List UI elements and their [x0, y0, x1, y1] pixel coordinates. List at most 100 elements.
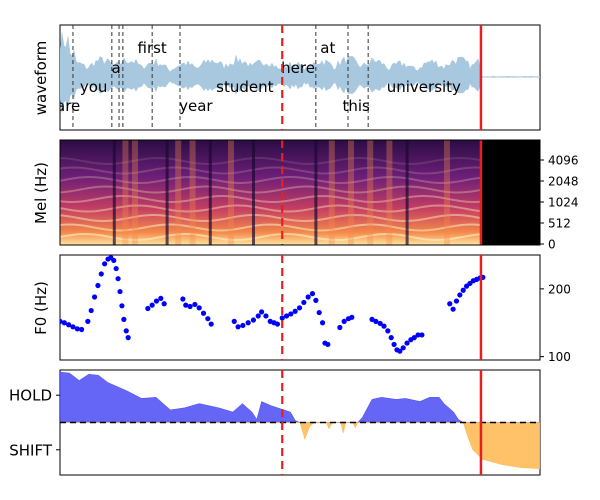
f0-point	[381, 323, 387, 329]
f0-point	[457, 292, 463, 298]
f0-point	[313, 297, 319, 303]
word-label: here	[281, 59, 315, 77]
word-label: this	[342, 97, 370, 115]
f0-point	[70, 324, 76, 330]
f0-point	[121, 316, 127, 322]
mel-harmonic	[60, 204, 482, 213]
f0-point	[102, 261, 108, 267]
f0-point	[337, 324, 343, 331]
f0-tick-label: 200	[548, 282, 571, 296]
f0-point	[377, 320, 383, 327]
f0-point	[349, 314, 355, 320]
f0-point	[400, 345, 406, 351]
f0-point	[123, 328, 129, 334]
mel-harmonic	[60, 175, 482, 185]
mel-burst	[348, 140, 354, 245]
mel-burst	[122, 140, 129, 245]
f0-point	[158, 295, 164, 301]
mel-gap	[208, 140, 212, 245]
mel-harmonic	[60, 185, 482, 194]
mel-harmonic	[60, 194, 482, 204]
mel-burst	[175, 140, 182, 245]
f0-point	[231, 318, 237, 324]
f0-y-ticks: 100 200	[540, 282, 571, 364]
word-label: at	[320, 39, 335, 57]
mel-gap	[252, 140, 255, 245]
f0-point	[296, 305, 303, 311]
mel-burst	[132, 140, 138, 245]
word-label: a	[112, 59, 121, 77]
mel-tick-label: 0	[548, 238, 556, 252]
f0-point	[404, 340, 410, 346]
word-label: year	[179, 97, 213, 115]
f0-tick-label: 100	[548, 350, 571, 364]
f0-point	[319, 320, 326, 326]
f0-point	[388, 335, 394, 341]
f0-point	[301, 299, 307, 306]
mel-harmonic	[60, 223, 482, 232]
f0-point	[183, 302, 189, 308]
word-label: student	[216, 78, 273, 96]
f0-ylabel: F0 (Hz)	[32, 281, 50, 335]
f0-point	[205, 316, 211, 322]
f0-point	[180, 296, 186, 302]
mel-burst	[328, 140, 335, 245]
f0-point	[450, 306, 456, 312]
f0-point	[453, 298, 460, 304]
f0-point	[111, 257, 117, 264]
f0-point	[196, 305, 202, 311]
f0-point	[240, 322, 246, 329]
word-label: are	[56, 97, 80, 115]
f0-point	[263, 313, 269, 319]
f0-point	[192, 301, 198, 308]
mel-gap	[165, 140, 169, 245]
f0-point	[316, 309, 322, 316]
f0-plot	[60, 255, 486, 360]
f0-point	[125, 335, 131, 341]
f0-point	[153, 298, 160, 304]
f0-point	[200, 310, 207, 316]
f0-point	[309, 291, 316, 297]
mel-y-ticks: 0 512 1024 2048 4096	[540, 154, 579, 252]
f0-point	[245, 320, 251, 326]
f0-point	[391, 341, 397, 348]
f0-point	[325, 341, 331, 348]
f0-point	[385, 328, 391, 334]
word-label: university	[387, 78, 461, 96]
waveform-trace	[60, 32, 540, 113]
word-label: you	[80, 78, 108, 96]
f0-point	[79, 326, 85, 333]
f0-point	[373, 318, 379, 324]
f0-point	[98, 271, 104, 277]
f0-point	[61, 320, 67, 326]
f0-point	[161, 301, 167, 307]
mel-harmonic	[60, 156, 482, 166]
f0-point	[415, 332, 421, 338]
f0-point	[66, 322, 72, 328]
f0-point	[149, 302, 155, 308]
f0-point	[397, 348, 403, 354]
mel-harmonic	[60, 166, 482, 175]
f0-point	[305, 294, 311, 300]
f0-panel: 100 200 F0 (Hz)	[32, 254, 571, 364]
mel-gap	[405, 140, 409, 245]
turn-taking-y-ticks: HOLD SHIFT	[9, 387, 60, 459]
f0-point	[369, 316, 375, 322]
f0-point	[85, 318, 91, 324]
word-label: first	[138, 39, 167, 57]
f0-point	[95, 282, 101, 289]
f0-point	[411, 335, 417, 341]
f0-point	[187, 303, 193, 310]
f0-point	[91, 294, 98, 300]
f0-point	[235, 324, 241, 330]
f0-point	[341, 318, 347, 324]
f0-point	[250, 317, 257, 323]
mel-panel: 0 512 1024 2048 4096 Mel (Hz)	[32, 139, 579, 252]
shift-area	[60, 422, 540, 469]
mel-burst	[444, 140, 450, 245]
mel-gap	[112, 140, 116, 245]
mel-tick-label: 512	[548, 217, 571, 231]
f0-point	[419, 332, 425, 338]
